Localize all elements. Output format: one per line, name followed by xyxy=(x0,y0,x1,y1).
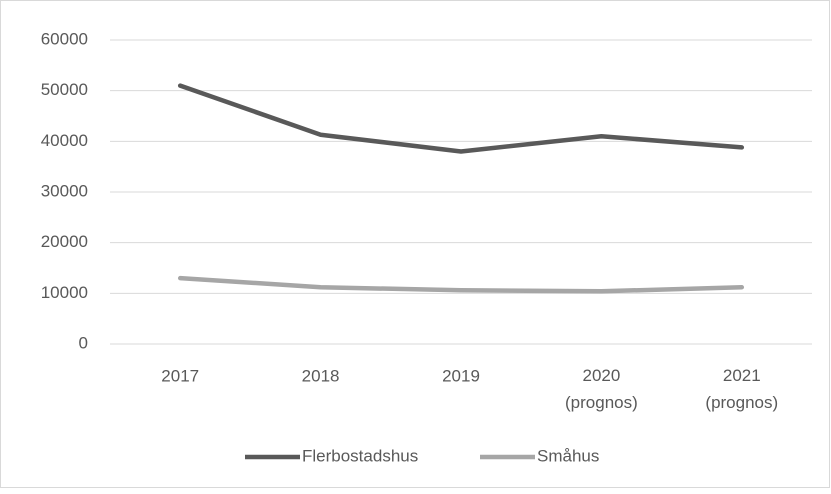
x-tick-label: 2019 xyxy=(442,366,480,385)
x-tick-label: 2017 xyxy=(161,366,199,385)
series-line xyxy=(177,83,745,154)
legend-label: Småhus xyxy=(537,446,599,465)
series-line xyxy=(177,275,745,294)
x-tick-label: 2020 (prognos) xyxy=(565,366,638,412)
x-tick-label: 2018 xyxy=(302,366,340,385)
y-tick-label: 40000 xyxy=(41,131,88,150)
y-tick-label: 30000 xyxy=(41,181,88,200)
y-tick-label: 60000 xyxy=(41,29,88,48)
y-tick-label: 10000 xyxy=(41,283,88,302)
y-tick-label: 20000 xyxy=(41,232,88,251)
y-tick-label: 50000 xyxy=(41,80,88,99)
legend-label: Flerbostadshus xyxy=(302,446,418,465)
y-tick-label: 0 xyxy=(79,333,88,352)
x-tick-label: 2021 (prognos) xyxy=(705,366,778,412)
